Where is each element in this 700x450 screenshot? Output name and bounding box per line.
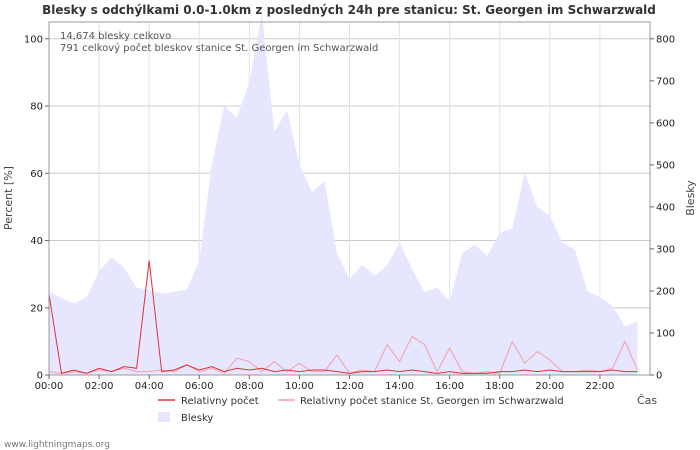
x-tick-label: 22:00 [586,381,615,392]
series-area-blesky [49,13,638,375]
y-right-tick-label: 700 [656,76,675,87]
y-right-tick-label: 800 [656,34,675,45]
y-left-tick-label: 80 [30,102,43,113]
legend: Relativny počet Relativny počet stanice … [158,395,564,424]
chart-title: Blesky s odchýlkami 0.0-1.0km z posledný… [42,3,656,17]
y-right-tick-label: 300 [656,244,675,255]
annotation-total: 14,674 blesky celkovo [60,31,171,42]
y-axis-label-left: Percent [%] [2,166,15,230]
annotation-station: 791 celkový počet bleskov stanice St. Ge… [60,42,378,54]
x-tick-label: 12:00 [335,381,364,392]
x-tick-label: 14:00 [385,381,414,392]
x-tick-label: 20:00 [535,381,564,392]
y-left-tick-label: 40 [30,236,43,247]
legend-label-relative: Relativny počet [181,395,259,407]
series-line-station [48,335,638,374]
series-line-relative [48,260,638,374]
y-right-tick-label: 100 [656,328,675,339]
y-left-tick-label: 100 [24,34,43,45]
x-tick-label: 18:00 [485,381,514,392]
y-right-tick-label: 500 [656,160,675,171]
legend-label-station: Relativny počet stanice St. Georgen im S… [300,395,564,407]
y-right-tick-label: 200 [656,286,675,297]
y-left-tick-label: 60 [30,169,43,180]
y-right-tick-label: 0 [656,371,662,382]
x-tick-label: 02:00 [85,381,114,392]
x-tick-label: 06:00 [185,381,214,392]
legend-label-strikes: Blesky [181,413,213,424]
x-axis-label: Čas [637,394,657,407]
x-tick-label: 04:00 [135,381,164,392]
x-tick-label: 08:00 [235,381,264,392]
y-right-tick-label: 600 [656,118,675,129]
y-left-tick-label: 20 [30,303,43,314]
x-tick-label: 10:00 [285,381,314,392]
y-right-tick-label: 400 [656,202,675,213]
legend-swatch-strikes [158,412,170,422]
x-tick-label: 16:00 [435,381,464,392]
y-left-tick-label: 0 [37,371,43,382]
y-axis-label-right: Blesky [684,180,697,216]
footer-source: www.lightningmaps.org [4,440,110,450]
x-tick-label: 00:00 [35,381,64,392]
